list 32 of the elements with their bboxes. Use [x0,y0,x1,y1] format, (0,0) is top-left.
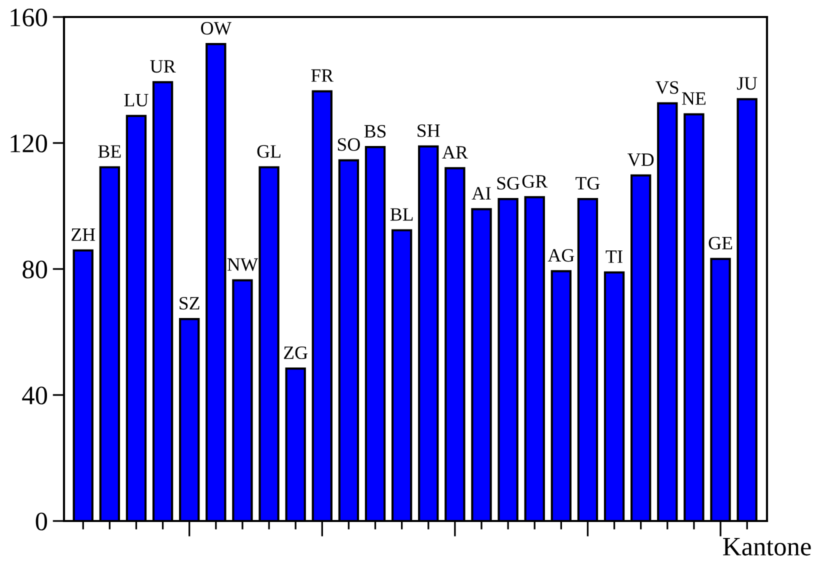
x-tick-label: SG [497,176,520,190]
x-tick-label: ZH [72,228,96,241]
x-tick-label: GR [522,175,548,188]
x-tick-label: BS [364,125,386,138]
x-tick-label: OW [201,22,232,35]
y-tick-label: 40 [22,386,48,404]
x-tick-label: TI [606,250,622,263]
x-tick-label: SH [418,124,440,137]
x-tick-label: AR [442,146,468,159]
x-tick-label: NW [227,258,258,271]
x-tick-label: FR [311,69,334,82]
x-tick-label: AI [472,187,491,200]
x-tick-label: VD [628,154,654,166]
x-tick-label: SZ [180,297,200,310]
y-tick-label: 0 [36,512,48,530]
y-tick-label: 120 [10,134,48,152]
x-axis-title: Kantone [723,538,811,556]
x-tick-label: LU [124,94,148,106]
x-tick-label: AG [548,249,574,262]
x-tick-label: GE [708,236,732,250]
x-tick-label: GL [257,145,280,158]
x-tick-label: BL [390,208,413,221]
y-tick-label: 80 [22,260,48,278]
x-tick-label: VS [656,81,678,94]
x-tick-label: UR [150,60,176,73]
x-tick-label: BE [98,145,121,158]
x-tick-label: ZG [284,346,308,360]
y-tick-label: 160 [10,8,48,26]
x-tick-label: TG [576,176,600,190]
x-tick-label: JU [737,77,758,90]
x-tick-label: NE [682,92,706,105]
x-tick-label: SO [338,138,360,151]
